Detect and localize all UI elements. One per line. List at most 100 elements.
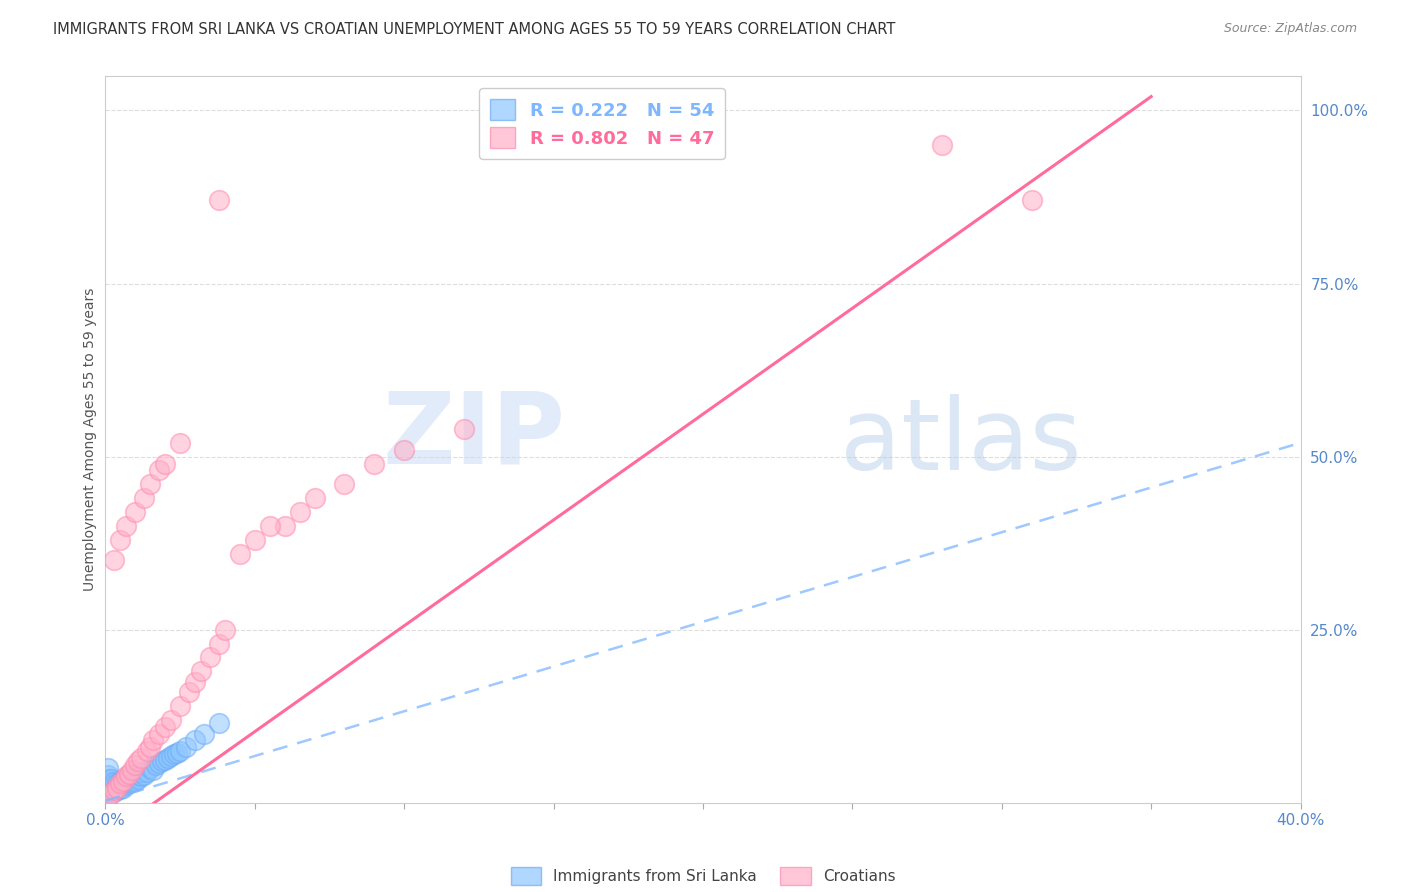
Point [100,785,122,799]
Text: ZIP: ZIP [382,387,565,484]
Point [155,753,177,767]
Point [1021,194,1043,208]
Point [333,477,356,491]
Point [97,775,120,789]
Point [110,779,132,793]
Point [198,650,221,665]
Point [174,740,197,755]
Point [273,519,295,533]
Text: Source: ZipAtlas.com: Source: ZipAtlas.com [1223,22,1357,36]
Point [157,751,180,765]
Point [363,457,385,471]
Point [139,477,162,491]
Point [97,789,120,803]
Point [142,733,165,747]
Point [107,783,129,797]
Point [110,533,132,547]
Point [931,138,953,153]
Point [145,757,167,772]
Point [177,685,201,699]
Text: atlas: atlas [841,394,1083,491]
Point [103,553,125,567]
Point [134,768,156,782]
Point [112,776,135,790]
Point [129,764,153,779]
Point [97,779,120,793]
Point [97,772,120,786]
Point [115,775,138,789]
Point [129,770,153,784]
Point [160,713,183,727]
Point [124,505,146,519]
Point [150,754,173,768]
Point [107,776,129,790]
Point [136,764,159,779]
Point [148,463,170,477]
Point [103,781,125,796]
Text: IMMIGRANTS FROM SRI LANKA VS CROATIAN UNEMPLOYMENT AMONG AGES 55 TO 59 YEARS COR: IMMIGRANTS FROM SRI LANKA VS CROATIAN UN… [53,22,896,37]
Point [100,772,122,786]
Point [229,547,252,561]
Point [118,766,141,780]
Point [112,773,135,788]
Point [169,698,191,713]
Point [118,776,141,790]
Point [259,519,281,533]
Point [100,779,122,793]
Point [97,761,120,775]
Point [134,491,156,505]
Point [127,754,149,768]
Point [124,768,146,782]
Point [190,665,212,679]
Point [155,720,177,734]
Point [121,763,143,777]
Point [139,740,162,755]
Point [163,747,186,762]
Point [243,533,266,547]
Point [118,772,141,786]
Point [304,491,326,505]
Point [115,519,138,533]
Point [394,442,416,457]
Point [103,775,125,789]
Point [97,768,120,782]
Point [107,780,129,795]
Point [100,781,122,796]
Point [208,716,231,731]
Legend: Immigrants from Sri Lanka, Croatians: Immigrants from Sri Lanka, Croatians [505,862,901,891]
Point [103,779,125,793]
Point [97,785,120,799]
Point [112,772,135,786]
Point [288,505,311,519]
Point [110,775,132,789]
Point [127,772,149,786]
Point [148,726,170,740]
Point [97,790,120,805]
Point [110,781,132,796]
Point [121,775,143,789]
Point [103,785,125,799]
Point [97,781,120,796]
Point [214,623,236,637]
Point [184,733,207,747]
Point [124,773,146,788]
Point [184,674,207,689]
Point [453,422,475,436]
Y-axis label: Unemployment Among Ages 55 to 59 years: Unemployment Among Ages 55 to 59 years [83,287,97,591]
Point [208,636,231,650]
Point [100,775,122,789]
Point [193,726,215,740]
Point [121,770,143,784]
Point [166,746,188,760]
Point [155,457,177,471]
Point [124,757,146,772]
Point [169,744,191,758]
Point [115,770,138,784]
Point [139,761,162,775]
Point [112,780,135,795]
Point [142,763,165,777]
Point [110,776,132,790]
Point [136,744,159,758]
Point [115,779,138,793]
Point [107,780,129,795]
